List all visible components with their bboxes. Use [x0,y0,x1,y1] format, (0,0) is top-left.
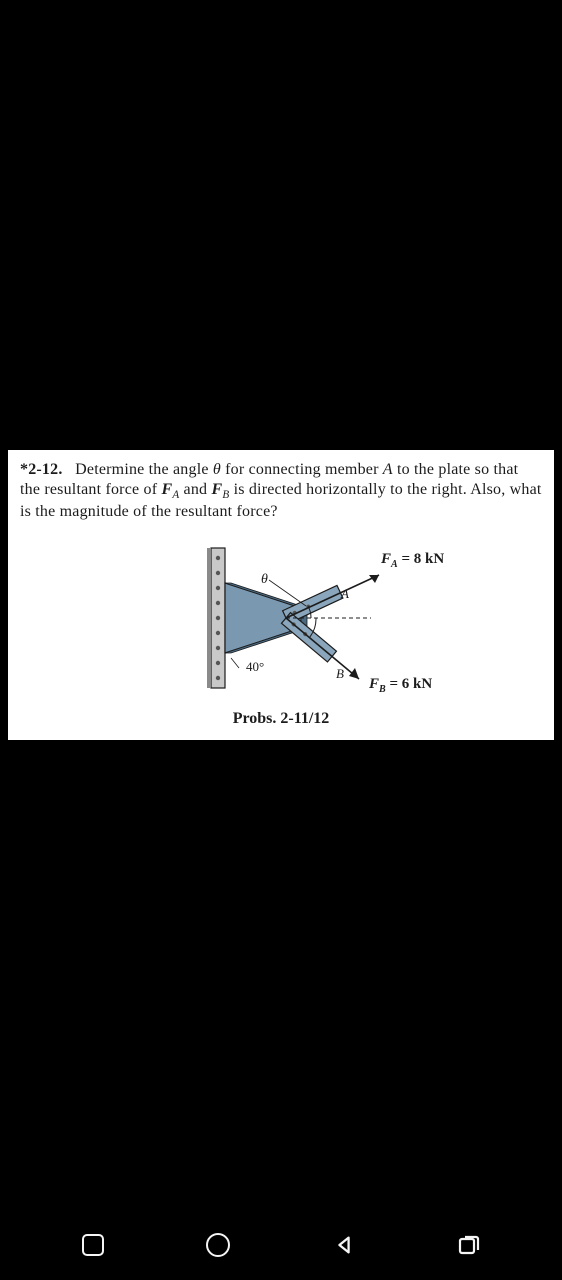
svg-text:40°: 40° [246,659,264,674]
screenshot-button[interactable] [449,1225,489,1265]
back-icon [333,1234,355,1256]
figure-caption: Probs. 2-11/12 [20,710,542,728]
home-icon [206,1233,230,1257]
problem-number: *2-12. [20,461,63,478]
back-button[interactable] [324,1225,364,1265]
diagram-container: FA = 8 kN FB = 6 kN θ A B 40° [20,528,542,708]
svg-text:FB = 6 kN: FB = 6 kN [368,676,432,695]
svg-text:A: A [340,586,349,601]
home-button[interactable] [198,1225,238,1265]
problem-card: *2-12. Determine the angle θ for connect… [8,450,554,740]
svg-text:θ: θ [261,572,268,587]
svg-text:B: B [336,666,344,681]
recents-icon [82,1234,104,1256]
force-diagram: FA = 8 kN FB = 6 kN θ A B 40° [111,528,451,708]
problem-statement: *2-12. Determine the angle θ for connect… [20,460,542,522]
screenshot-icon [457,1233,481,1257]
recents-button[interactable] [73,1225,113,1265]
system-navbar [0,1210,562,1280]
svg-text:FA = 8 kN: FA = 8 kN [380,551,444,570]
